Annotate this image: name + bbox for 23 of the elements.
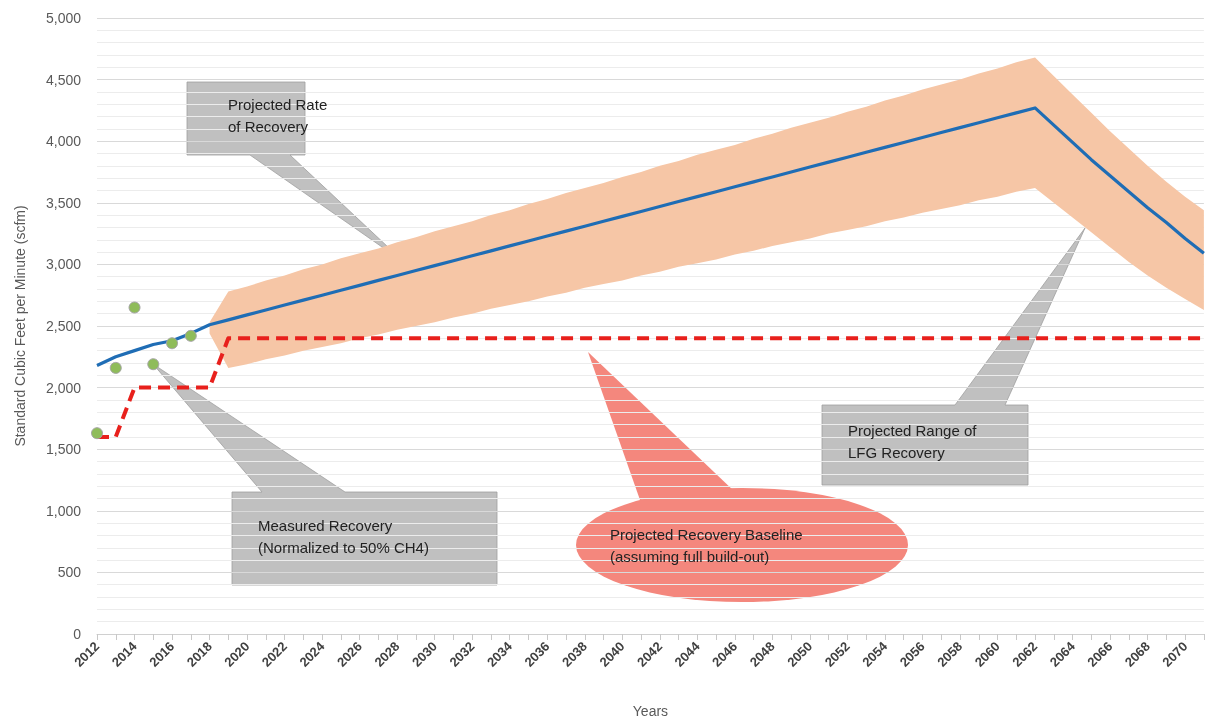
- point: [166, 337, 179, 350]
- y-tick-label: 4,000: [45, 133, 82, 150]
- y-tick-label: 500: [57, 564, 82, 581]
- point: [184, 329, 197, 342]
- x-axis-title: Years: [632, 703, 669, 719]
- y-tick-label: 3,500: [45, 194, 82, 211]
- point: [128, 301, 141, 314]
- point: [147, 358, 160, 371]
- y-tick-label: 4,500: [45, 71, 82, 88]
- annotation: Projected Rate of Recovery: [228, 95, 328, 137]
- y-axis-title: Standard Cubic Feet per Minute (scfm): [12, 205, 28, 447]
- point: [91, 427, 103, 440]
- y-tick-label: 0: [73, 626, 82, 642]
- y-tick-label: 3,000: [45, 256, 82, 273]
- y-tick-label: 5,000: [45, 10, 82, 26]
- annotation: Projected Range of LFG Recovery: [848, 421, 977, 463]
- point: [109, 361, 122, 374]
- y-tick-label: 1,000: [45, 502, 82, 519]
- y-tick-label: 1,500: [45, 441, 82, 458]
- annotation: Measured Recovery (Normalized to 50% CH4): [258, 516, 429, 558]
- y-tick-label: 2,500: [45, 318, 82, 334]
- annotation: Projected Recovery Baseline (assuming full build-out): [610, 525, 803, 567]
- y-tick-label: 2,000: [45, 379, 82, 396]
